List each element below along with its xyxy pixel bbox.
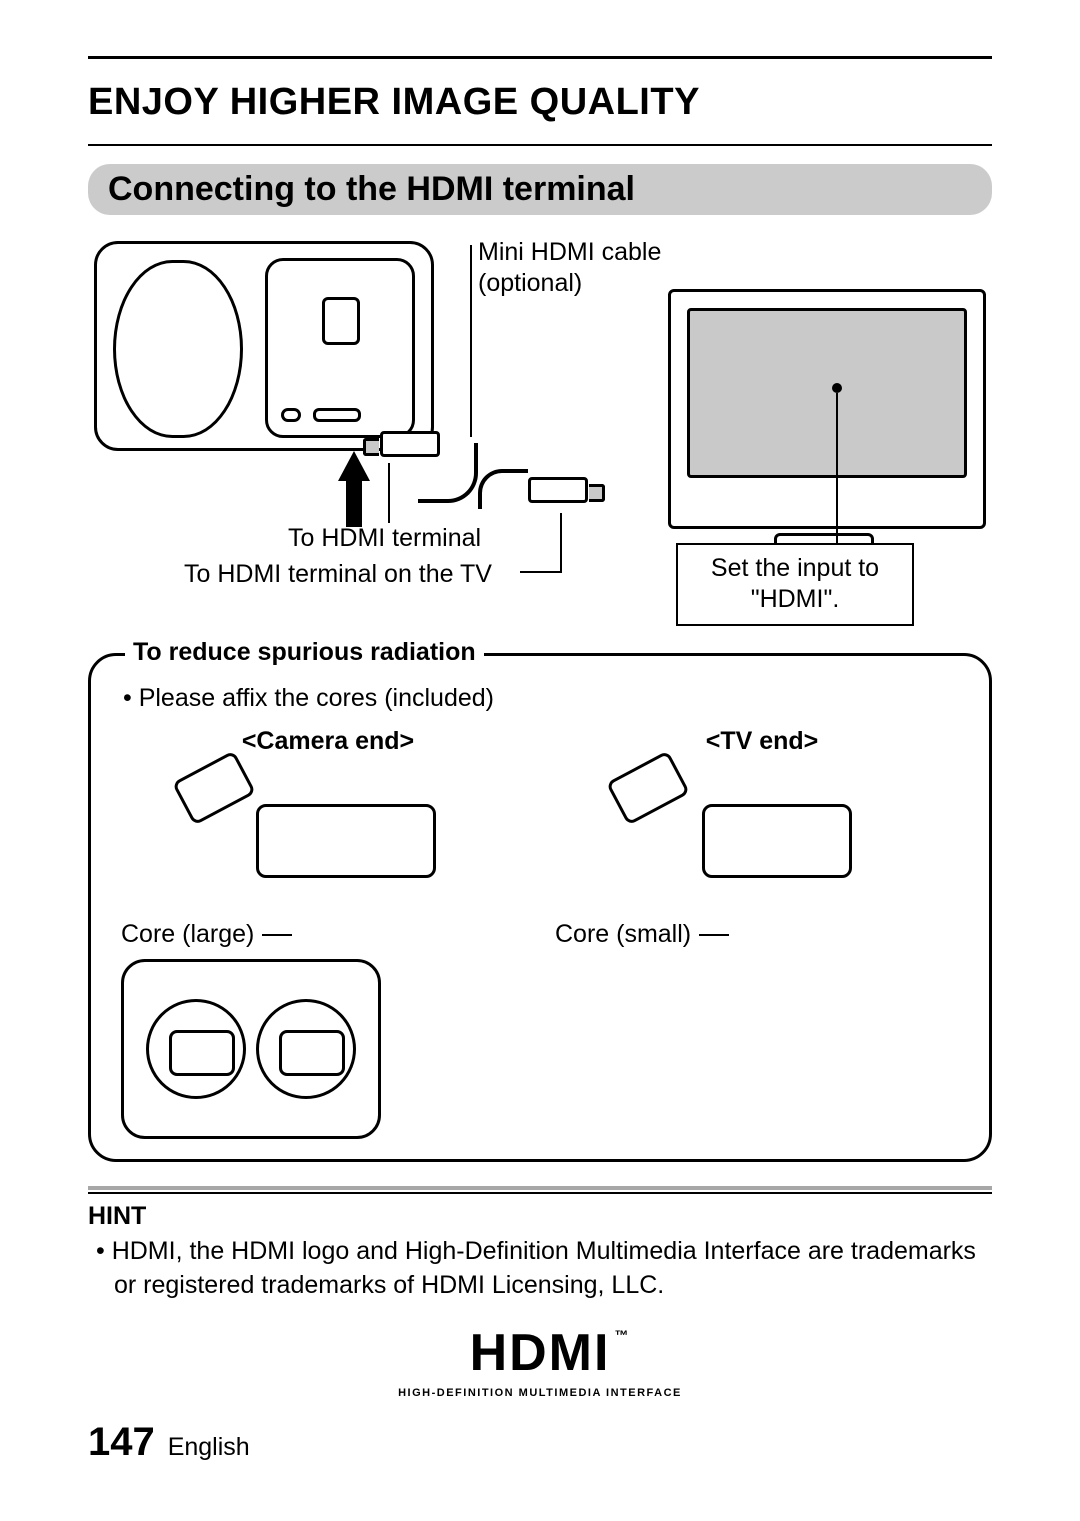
- hdmi-logo: HDMI ™ HIGH-DEFINITION MULTIMEDIA INTERF…: [390, 1323, 690, 1399]
- section-heading-wrap: Connecting to the HDMI terminal: [88, 164, 992, 215]
- camera-end-title: <Camera end>: [121, 727, 535, 756]
- leader-tv-term-h: [520, 571, 562, 573]
- core-detail-inset: [121, 959, 381, 1139]
- hint-rule-thick: [88, 1186, 992, 1190]
- radiation-reduction-box: To reduce spurious radiation • Please af…: [88, 653, 992, 1162]
- core-small-label: Core (small): [555, 920, 691, 949]
- core-small-row: Core (small): [555, 920, 969, 949]
- camcorder-port-small-icon: [281, 408, 301, 422]
- label-camera-terminal: To HDMI terminal: [288, 523, 481, 554]
- label-tv-terminal: To HDMI terminal on the TV: [184, 559, 492, 590]
- hint-section: HINT HDMI, the HDMI logo and High-Defini…: [88, 1186, 992, 1399]
- hdmi-logo-text: HDMI: [470, 1324, 611, 1382]
- core-half-closed-icon: [256, 999, 356, 1099]
- camcorder-icon: [94, 241, 434, 451]
- leader-tv-input: [836, 393, 838, 543]
- leader-tv-term-v: [560, 513, 562, 571]
- page-number: 147: [88, 1420, 155, 1464]
- connection-diagram: Mini HDMI cable (optional) To HDMI termi…: [88, 233, 992, 653]
- leader-cable: [470, 245, 472, 437]
- tv-screen-icon: [687, 308, 967, 478]
- camcorder-hdmi-port-icon: [313, 408, 361, 422]
- cable-ends-row: <Camera end> Core (large) <TV end>: [121, 727, 969, 1139]
- hdmi-logo-word: HDMI ™: [470, 1323, 611, 1383]
- cable-curve-2-icon: [478, 469, 528, 509]
- hint-text: HDMI, the HDMI logo and High-Definition …: [88, 1235, 992, 1303]
- tv-end-column: <TV end> Core (small): [555, 727, 969, 1139]
- core-large-row: Core (large): [121, 920, 535, 949]
- page-language: English: [168, 1433, 250, 1461]
- tv-input-instruction: Set the input to "HDMI".: [676, 543, 914, 626]
- tv-icon: [668, 289, 986, 529]
- camcorder-lens-icon: [113, 260, 243, 438]
- hdmi-head-icon: [606, 750, 690, 825]
- arrow-stem-icon: [346, 479, 362, 527]
- core-half-open-icon: [146, 999, 246, 1099]
- leader-cam-term: [388, 463, 390, 523]
- hdmi-logo-subtitle: HIGH-DEFINITION MULTIMEDIA INTERFACE: [390, 1387, 690, 1399]
- camera-end-column: <Camera end> Core (large): [121, 727, 535, 1139]
- radiation-bullet-text: Please affix the cores (included): [139, 684, 494, 712]
- label-cable: Mini HDMI cable (optional): [478, 237, 698, 300]
- core-small-leader: [699, 934, 729, 936]
- hint-title: HINT: [88, 1202, 992, 1231]
- manual-page: ENJOY HIGHER IMAGE QUALITY Connecting to…: [88, 56, 992, 1399]
- camera-end-illustration: [121, 764, 535, 914]
- hdmi-plug-tv-icon: [528, 477, 588, 503]
- ferrite-core-large-icon: [256, 804, 436, 878]
- page-title: ENJOY HIGHER IMAGE QUALITY: [88, 81, 992, 124]
- tv-end-title: <TV end>: [555, 727, 969, 756]
- hdmi-logo-tm: ™: [614, 1327, 630, 1343]
- mini-hdmi-head-icon: [172, 750, 256, 825]
- page-footer: 147 English: [88, 1420, 250, 1465]
- tv-center-dot-icon: [832, 383, 842, 393]
- camcorder-slot-icon: [322, 297, 360, 345]
- tv-end-illustration: [555, 764, 969, 914]
- core-large-label: Core (large): [121, 920, 254, 949]
- ferrite-core-small-icon: [702, 804, 852, 878]
- radiation-bullet: • Please affix the cores (included): [123, 684, 969, 713]
- hint-rule-thin: [88, 1192, 992, 1194]
- cable-curve-1-icon: [418, 443, 478, 503]
- mid-rule: [88, 144, 992, 146]
- top-rule: [88, 56, 992, 59]
- core-large-leader: [262, 934, 292, 936]
- radiation-legend: To reduce spurious radiation: [125, 638, 484, 667]
- section-heading: Connecting to the HDMI terminal: [108, 170, 972, 209]
